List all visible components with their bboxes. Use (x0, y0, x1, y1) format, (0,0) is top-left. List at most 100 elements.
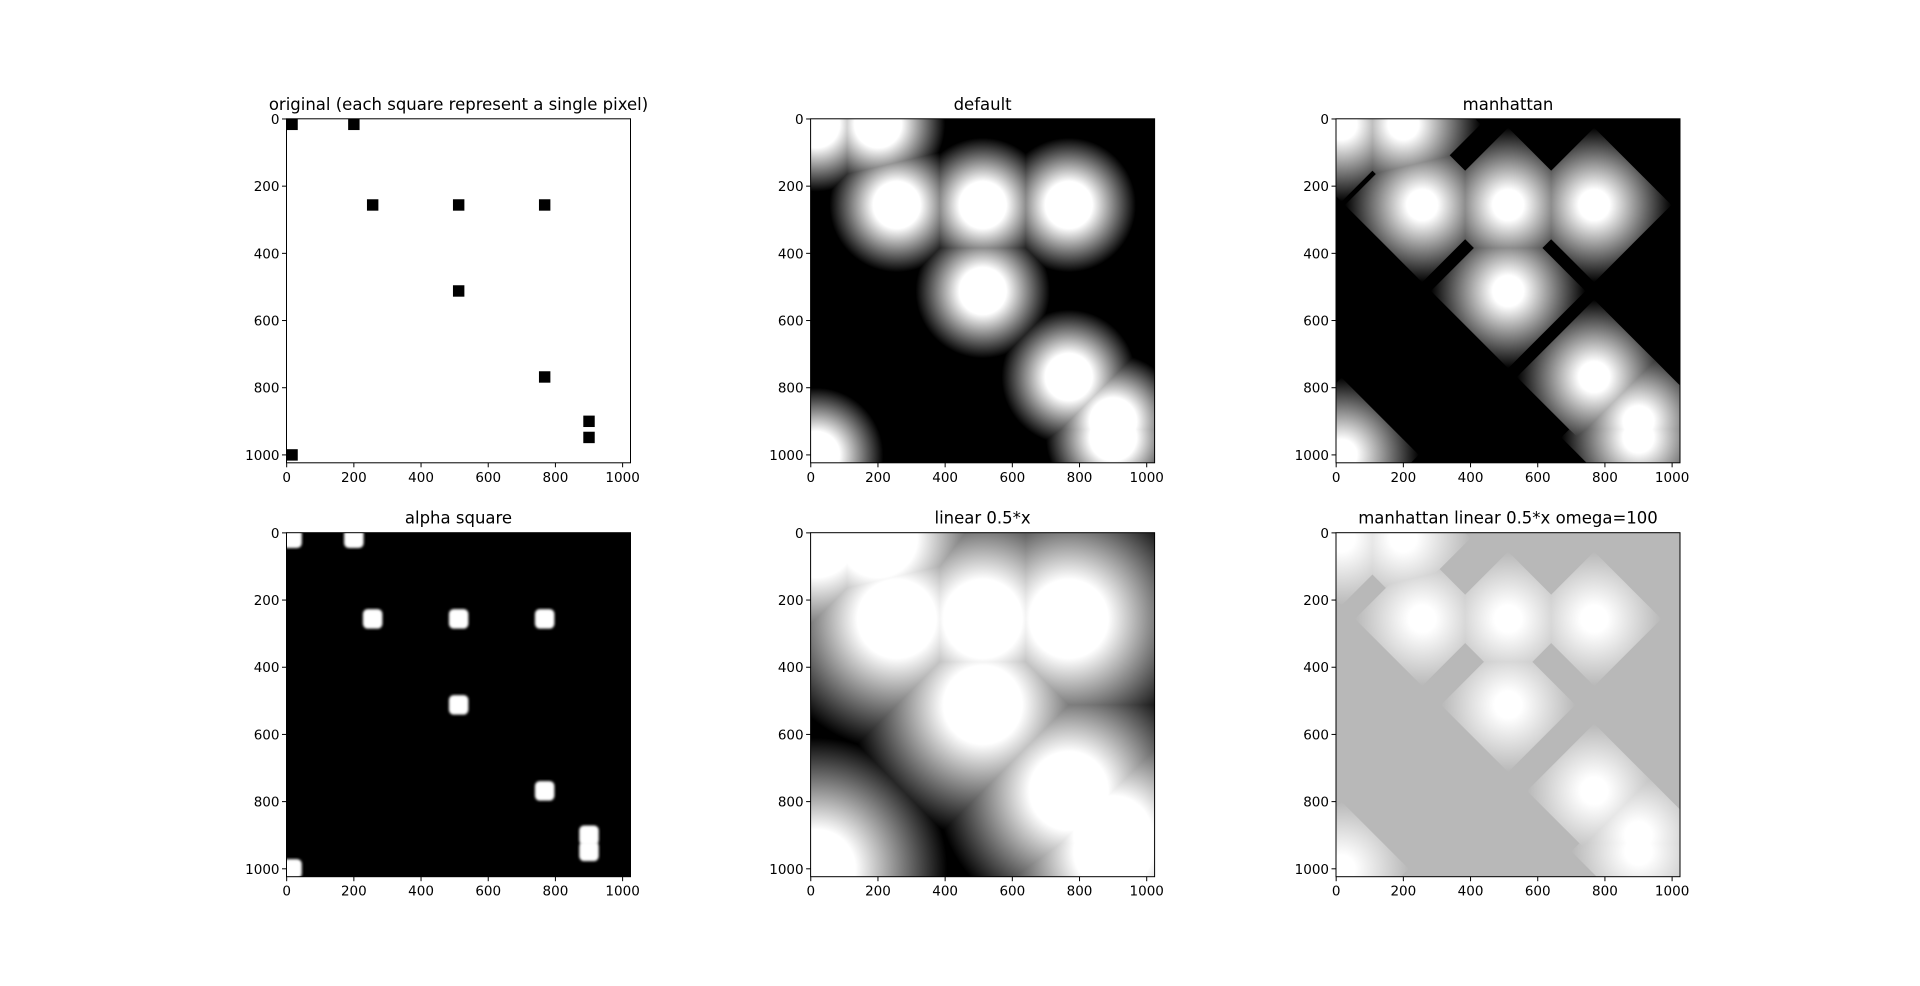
x-tick-label: 1000 (1130, 884, 1164, 900)
x-tick-label: 1000 (605, 470, 639, 486)
distance-blob (1336, 801, 1409, 877)
x-tick-label: 1000 (1130, 470, 1164, 486)
distance-blob (1430, 127, 1586, 283)
y-tick-label: 0 (795, 526, 804, 542)
image (810, 118, 1155, 463)
axes-frame (286, 118, 631, 464)
y-tick-label: 1000 (769, 448, 803, 464)
x-tick-label: 200 (1390, 470, 1416, 486)
y-tick-label: 400 (1303, 660, 1329, 676)
distance-blob (1344, 127, 1500, 283)
y-tick-label: 600 (1303, 727, 1329, 743)
y-tick-label: 1000 (1295, 862, 1329, 878)
pixel (452, 199, 465, 211)
y-tick-label: 800 (254, 381, 280, 397)
x-tick-label: 0 (806, 884, 815, 900)
alpha-square (579, 825, 599, 845)
distance-blob (1516, 127, 1672, 283)
alpha-square (448, 695, 469, 715)
y-tick-label: 1000 (245, 448, 279, 464)
x-tick-label: 0 (1332, 470, 1341, 486)
alpha-square (534, 781, 555, 801)
pixel (366, 199, 379, 211)
image (1336, 532, 1680, 877)
y-tick-label: 200 (254, 593, 280, 609)
distance-blob (1045, 370, 1155, 463)
x-tick-label: 800 (1592, 884, 1618, 900)
pixel (452, 285, 465, 297)
image (286, 118, 631, 463)
distance-blob (1354, 551, 1490, 687)
alpha-square (448, 609, 469, 629)
subplot-title: manhattan linear 0.5*x omega=100 (1358, 509, 1658, 528)
y-tick-label: 800 (778, 795, 804, 811)
y-tick-label: 400 (778, 246, 804, 262)
x-tick-label: 200 (341, 470, 367, 486)
y-tick-label: 200 (1303, 179, 1329, 195)
y-tick-label: 0 (1320, 112, 1329, 128)
alpha-square (286, 859, 302, 877)
distance-blob (982, 720, 1155, 877)
axes-frame (1335, 532, 1681, 878)
distance-blob (1526, 551, 1662, 687)
image (1336, 118, 1680, 463)
x-tick-label: 400 (408, 470, 434, 486)
y-tick-label: 0 (271, 526, 280, 542)
x-tick-label: 400 (1458, 470, 1484, 486)
y-tick-label: 0 (1320, 526, 1329, 542)
x-tick-label: 800 (1592, 470, 1618, 486)
y-tick-label: 800 (254, 795, 280, 811)
y-tick-label: 400 (1303, 246, 1329, 262)
pixel (348, 118, 360, 131)
axes-frame (810, 532, 1156, 878)
subplot: 0 200 400 600 800 100002004006008001000defaul… (769, 95, 1164, 486)
subplot: 0 200 400 600 800 100002004006008001000manhat… (1295, 95, 1690, 486)
subplot-title: default (954, 95, 1013, 114)
distance-blob (1336, 377, 1419, 463)
distance-blob (1430, 213, 1586, 369)
image (286, 532, 631, 877)
pixel (286, 449, 298, 461)
distance-blob (1336, 532, 1471, 606)
image (810, 532, 1155, 877)
alpha-square (286, 532, 302, 548)
x-tick-label: 1000 (1655, 470, 1689, 486)
x-tick-label: 0 (1332, 884, 1341, 900)
x-tick-label: 200 (341, 884, 367, 900)
alpha-square (579, 841, 599, 862)
x-tick-label: 800 (543, 470, 569, 486)
y-tick-label: 200 (254, 179, 280, 195)
y-tick-label: 600 (254, 727, 280, 743)
y-tick-label: 800 (1303, 795, 1329, 811)
y-tick-label: 200 (778, 179, 804, 195)
y-tick-label: 600 (778, 727, 804, 743)
x-tick-label: 1000 (1655, 884, 1689, 900)
y-tick-label: 600 (1303, 314, 1329, 330)
distance-blob (810, 387, 884, 463)
alpha-square (534, 609, 555, 629)
alpha-square (344, 532, 364, 548)
x-tick-label: 600 (999, 884, 1025, 900)
axes-frame (1335, 118, 1681, 464)
pixel (538, 371, 551, 383)
x-tick-label: 600 (475, 884, 501, 900)
pixel (286, 118, 298, 131)
x-tick-label: 200 (1390, 884, 1416, 900)
x-tick-label: 0 (282, 884, 291, 900)
pixel (538, 199, 551, 211)
y-tick-label: 200 (778, 593, 804, 609)
subplot-title: manhattan (1463, 95, 1554, 114)
y-tick-label: 1000 (1295, 448, 1329, 464)
x-tick-label: 1000 (605, 884, 639, 900)
pixel (583, 415, 595, 428)
y-tick-label: 800 (1303, 381, 1329, 397)
y-tick-label: 600 (254, 314, 280, 330)
distance-blob (1440, 637, 1576, 773)
axes-frame (286, 532, 631, 878)
x-tick-label: 800 (1067, 884, 1093, 900)
x-tick-label: 400 (932, 884, 958, 900)
subplot: 0 200 400 600 800 100002004006008001000linear… (769, 509, 1164, 900)
y-tick-label: 400 (254, 660, 280, 676)
distance-blob (810, 737, 948, 877)
